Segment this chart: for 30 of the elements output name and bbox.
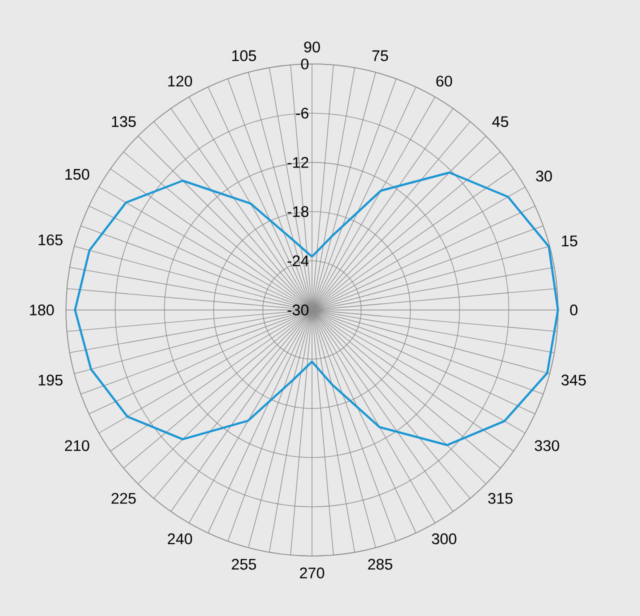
spoke-label: 180 [30, 304, 54, 316]
spoke-label: 60 [436, 76, 452, 87]
spoke-label: 15 [562, 236, 578, 246]
spoke-label: 195 [38, 374, 62, 386]
spoke-label: 270 [300, 568, 324, 578]
spoke-label: 330 [534, 440, 560, 452]
spoke-label: 90 [304, 42, 320, 52]
spoke-label: 165 [38, 234, 62, 246]
spoke-label: 345 [561, 374, 586, 386]
y-tick-label: -6 [296, 108, 308, 119]
spoke-label: 210 [65, 440, 90, 452]
spoke-label: 255 [232, 558, 256, 570]
spoke-label: 0 [570, 304, 578, 316]
spoke-label: 150 [65, 168, 90, 180]
spoke-label: 285 [368, 558, 392, 570]
spoke-label: 135 [112, 116, 136, 128]
spoke-label: 240 [168, 533, 192, 544]
y-tick-label: -30 [288, 304, 308, 316]
y-tick-label: -12 [288, 157, 308, 168]
y-tick-label: 0 [301, 58, 308, 70]
y-tick-label: -24 [288, 255, 309, 266]
spoke-label: 105 [232, 50, 256, 62]
spoke-label: 225 [112, 492, 136, 504]
spoke-label: 300 [432, 533, 456, 544]
spoke-label: 75 [372, 50, 388, 62]
y-tick-label: -18 [288, 206, 308, 218]
spoke-label: 120 [168, 76, 192, 87]
spoke-label: 315 [488, 492, 513, 504]
spoke-label: 30 [536, 170, 552, 182]
spoke-label: 45 [492, 116, 508, 128]
